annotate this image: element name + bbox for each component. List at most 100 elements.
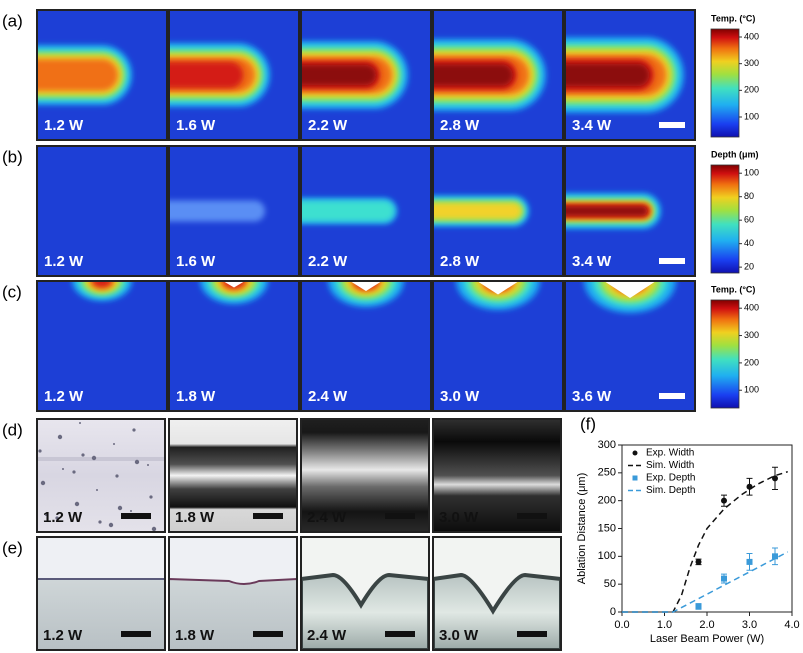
micro-speck	[96, 489, 98, 491]
power-label: 1.8 W	[176, 388, 216, 405]
data-point	[721, 497, 727, 504]
panel-frame	[300, 418, 430, 533]
panel-label: (e)	[2, 538, 23, 557]
heat-layer	[433, 64, 513, 86]
colorbar-tick-label: 300	[744, 58, 759, 68]
panel-frame	[432, 9, 564, 141]
panel-frame	[300, 145, 432, 277]
power-label: 3.0 W	[440, 388, 480, 405]
x-axis-label: Laser Beam Power (W)	[650, 633, 764, 645]
panel-frame	[36, 145, 168, 277]
panel-image	[565, 146, 695, 276]
power-label: 3.4 W	[572, 117, 612, 134]
panel-frame	[36, 280, 168, 412]
colorbar-tick-label: 300	[744, 330, 759, 340]
power-label: 2.8 W	[440, 253, 480, 270]
data-point	[695, 603, 702, 610]
panel-frame	[36, 418, 166, 533]
power-label: 1.2 W	[43, 509, 83, 526]
micro-speck	[108, 522, 114, 528]
micro-speck	[40, 480, 46, 486]
power-label: 2.2 W	[308, 117, 348, 134]
scale-bar	[659, 258, 685, 264]
x-tick-label: 2.0	[699, 619, 714, 631]
panel-frame	[168, 9, 300, 141]
colorbar-tick-label: 40	[744, 238, 754, 248]
micro-speck	[151, 526, 157, 532]
sim-line	[622, 551, 789, 613]
y-tick-label: 100	[598, 550, 616, 562]
x-tick-label: 4.0	[784, 619, 799, 631]
panel-frame	[564, 9, 696, 141]
heat-bg	[37, 281, 167, 411]
micro-speck	[57, 434, 63, 440]
power-label: 2.4 W	[308, 388, 348, 405]
power-label: 3.0 W	[439, 627, 479, 644]
colorbar-title: Temp. (°C)	[711, 13, 755, 23]
panel-frame	[168, 536, 298, 651]
data-point	[746, 558, 753, 565]
panel-frame	[564, 280, 696, 412]
panel-frame	[168, 418, 298, 533]
micro-speck	[149, 495, 153, 499]
panel-image	[433, 10, 563, 140]
heat-layer	[169, 61, 244, 89]
power-label: 1.2 W	[44, 117, 84, 134]
panel-label: (f)	[580, 414, 596, 433]
colorbar-tick-label: 200	[744, 357, 759, 367]
power-label: 3.4 W	[572, 253, 612, 270]
panel-frame	[36, 536, 166, 651]
panel-image	[37, 10, 167, 140]
power-label: 1.8 W	[175, 627, 215, 644]
colorbar-tick-label: 60	[744, 215, 754, 225]
panel-image	[37, 146, 167, 276]
power-label: 2.4 W	[307, 627, 347, 644]
power-label: 1.2 W	[44, 253, 84, 270]
panel-image	[301, 281, 431, 411]
legend-label: Sim. Depth	[646, 485, 695, 496]
y-axis-label: Ablation Distance (μm)	[576, 473, 588, 585]
power-label: 1.2 W	[43, 627, 83, 644]
power-label: 1.6 W	[176, 117, 216, 134]
micro-speck	[79, 422, 81, 424]
power-label: 1.2 W	[44, 388, 84, 405]
legend-label: Exp. Depth	[646, 473, 695, 484]
micro-speck	[147, 464, 149, 466]
colorbar-tick-label: 200	[744, 85, 759, 95]
power-label: 1.6 W	[176, 253, 216, 270]
scale-bar	[385, 631, 415, 637]
panel-image	[169, 146, 299, 276]
x-tick-label: 3.0	[742, 619, 757, 631]
panel-frame	[300, 536, 430, 651]
panel-frame	[300, 280, 432, 412]
colorbar-tick-label: 20	[744, 262, 754, 272]
micro-speck	[98, 520, 102, 524]
power-label: 1.8 W	[175, 509, 215, 526]
colorbar-tick-label: 100	[744, 111, 759, 121]
scale-bar	[121, 631, 151, 637]
scale-bar	[659, 393, 685, 399]
y-tick-label: 300	[598, 439, 616, 451]
x-tick-label: 0.0	[614, 619, 629, 631]
scale-bar	[253, 513, 283, 519]
heat-layer	[93, 281, 111, 287]
micro-speck	[45, 514, 47, 516]
colorbar	[710, 28, 740, 138]
panel-image	[169, 10, 299, 140]
micro-speck	[115, 474, 119, 478]
panel-frame	[168, 280, 300, 412]
heat-layer	[565, 206, 648, 216]
panel-label: (a)	[2, 11, 23, 30]
micro-speck	[130, 510, 132, 512]
panel-image	[433, 146, 563, 276]
power-label: 3.0 W	[439, 509, 479, 526]
panel-image	[37, 281, 167, 411]
panel-frame	[432, 145, 564, 277]
y-tick-label: 200	[598, 495, 616, 507]
colorbar-title: Depth (μm)	[711, 149, 759, 159]
micro-speck	[81, 453, 85, 457]
heat-layer	[169, 200, 265, 222]
micro-speck	[132, 428, 136, 432]
heat-layer	[301, 64, 377, 86]
panel-label: (d)	[2, 420, 23, 439]
